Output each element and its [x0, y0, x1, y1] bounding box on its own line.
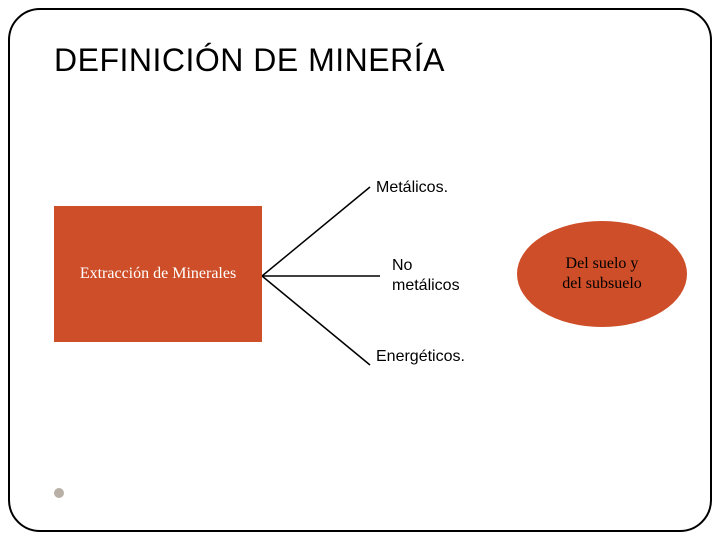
ellipse-label-line1: Del suelo y — [566, 255, 639, 272]
source-label: Extracción de Minerales — [80, 265, 236, 283]
source-box: Extracción de Minerales — [54, 206, 262, 342]
branch-label-no-metalicos-line2: metálicos — [392, 277, 460, 294]
ellipse-node: Del suelo y del subsuelo — [517, 221, 687, 327]
branch-label-no-metalicos-line1: No — [392, 257, 412, 274]
ellipse-label-line2: del subsuelo — [562, 275, 642, 292]
branch-label-energeticos: Energéticos. — [376, 348, 465, 366]
bullet-icon — [54, 488, 64, 498]
branch-lines — [262, 168, 382, 388]
ellipse-label: Del suelo y del subsuelo — [562, 254, 642, 294]
branch-label-no-metalicos: No metálicos — [392, 256, 460, 296]
branch-label-metalicos: Metálicos. — [376, 179, 448, 197]
page-title: DEFINICIÓN DE MINERÍA — [54, 42, 445, 79]
